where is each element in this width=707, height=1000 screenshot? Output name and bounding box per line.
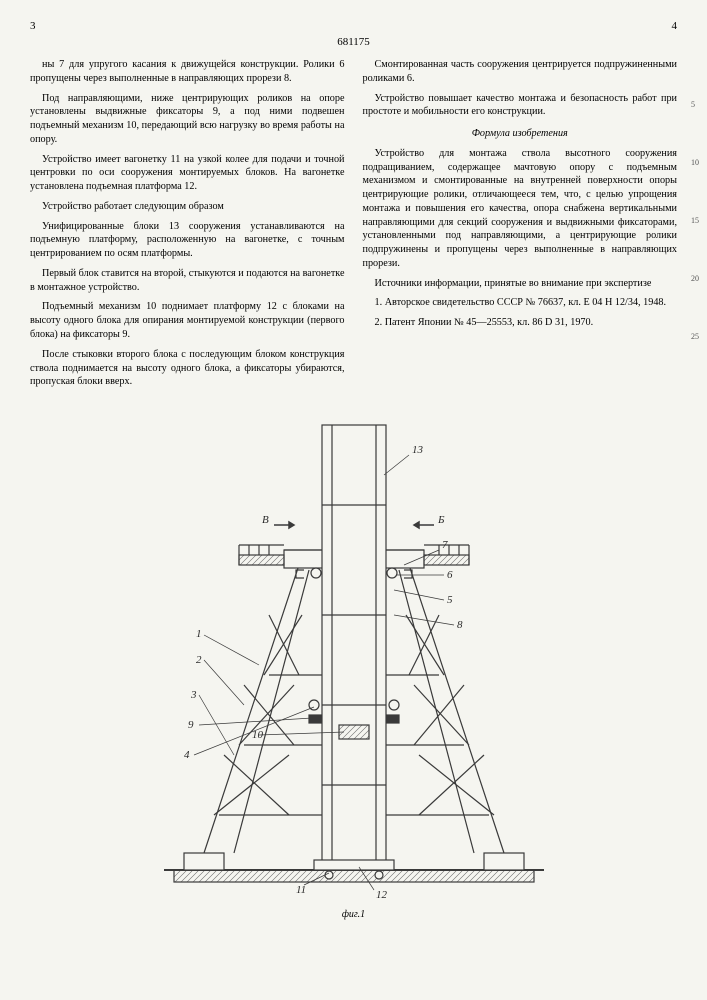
line-num: 25 <box>691 332 699 343</box>
figure-caption: фиг.1 <box>30 909 677 920</box>
right-column: 5 10 15 20 25 Смонтированная часть соору… <box>363 58 678 395</box>
para: Первый блок ставится на второй, стыкуютс… <box>30 267 345 295</box>
figure-svg: 1 2 3 9 4 10 13 7 6 5 8 11 12 В Б <box>144 415 564 905</box>
line-num: 10 <box>691 158 699 169</box>
page-numbers-row: 3 4 <box>30 20 677 32</box>
para: После стыковки второго блока с последующ… <box>30 348 345 389</box>
references-title: Источники информации, принятые во вниман… <box>363 277 678 291</box>
para: Под направляющими, ниже центрирующих рол… <box>30 92 345 147</box>
left-column: ны 7 для упругого касания к движущейся к… <box>30 58 345 395</box>
fig-label: 4 <box>184 749 190 761</box>
figure-container: 1 2 3 9 4 10 13 7 6 5 8 11 12 В Б фиг.1 <box>30 415 677 920</box>
para: Унифицированные блоки 13 сооружения уста… <box>30 220 345 261</box>
fig-label: 6 <box>447 569 453 581</box>
fig-label: 12 <box>376 889 388 901</box>
line-num: 15 <box>691 216 699 227</box>
fig-arrow-label: Б <box>437 514 445 526</box>
para: Устройство для монтажа ствола высотного … <box>363 147 678 271</box>
para: Подъемный механизм 10 поднимает платформ… <box>30 300 345 341</box>
fig-arrow-label: В <box>262 514 269 526</box>
reference: 2. Патент Японии № 45—25553, кл. 86 D 31… <box>363 316 678 330</box>
line-num: 5 <box>691 100 695 111</box>
page-num-right: 4 <box>672 20 678 32</box>
line-num: 20 <box>691 274 699 285</box>
formula-title: Формула изобретения <box>363 127 678 141</box>
para: ны 7 для упругого касания к движущейся к… <box>30 58 345 86</box>
fig-label: 2 <box>196 654 202 666</box>
page-num-left: 3 <box>30 20 36 32</box>
fig-label: 10 <box>252 729 264 741</box>
fig-label: 7 <box>442 539 448 551</box>
fig-label: 11 <box>296 884 306 896</box>
para: Смонтированная часть сооружения центриру… <box>363 58 678 86</box>
fig-label: 9 <box>188 719 194 731</box>
para: Устройство имеет вагонетку 11 на узкой к… <box>30 153 345 194</box>
document-number: 681175 <box>30 36 677 48</box>
para: Устройство повышает качество монтажа и б… <box>363 92 678 120</box>
fig-label: 13 <box>412 444 424 456</box>
fig-label: 5 <box>447 594 453 606</box>
text-columns: ны 7 для упругого касания к движущейся к… <box>30 58 677 395</box>
page-container: 3 4 681175 ны 7 для упругого касания к д… <box>0 0 707 940</box>
para: Устройство работает следующим образом <box>30 200 345 214</box>
reference: 1. Авторское свидетельство СССР № 76637,… <box>363 296 678 310</box>
fig-label: 8 <box>457 619 463 631</box>
fig-label: 3 <box>190 689 197 701</box>
fig-label: 1 <box>196 628 202 640</box>
